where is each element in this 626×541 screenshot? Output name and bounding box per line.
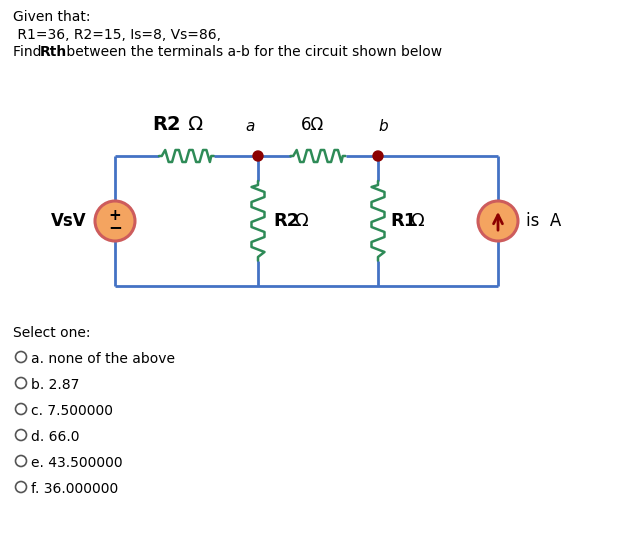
Circle shape	[16, 456, 26, 466]
Text: R1: R1	[390, 212, 416, 230]
Text: R1=36, R2=15, Is=8, Vs=86,: R1=36, R2=15, Is=8, Vs=86,	[13, 28, 221, 42]
Text: Ω: Ω	[410, 212, 424, 230]
Text: between the terminals a-b for the circuit shown below: between the terminals a-b for the circui…	[62, 45, 442, 59]
Text: a: a	[245, 119, 255, 134]
Text: b. 2.87: b. 2.87	[31, 378, 80, 392]
Text: Ω: Ω	[294, 212, 307, 230]
Text: Ω: Ω	[183, 115, 203, 134]
Circle shape	[478, 201, 518, 241]
Circle shape	[16, 481, 26, 492]
Circle shape	[16, 404, 26, 414]
Circle shape	[16, 430, 26, 440]
Text: Rth: Rth	[40, 45, 67, 59]
Text: f. 36.000000: f. 36.000000	[31, 482, 118, 496]
Text: c. 7.500000: c. 7.500000	[31, 404, 113, 418]
Text: Select one:: Select one:	[13, 326, 91, 340]
Text: a. none of the above: a. none of the above	[31, 352, 175, 366]
Circle shape	[16, 352, 26, 362]
Text: is  A: is A	[526, 212, 562, 230]
Circle shape	[373, 151, 383, 161]
Text: +: +	[109, 208, 121, 223]
Text: 6Ω: 6Ω	[301, 116, 325, 134]
Text: VsV: VsV	[51, 212, 87, 230]
Text: Given that:: Given that:	[13, 10, 91, 24]
Circle shape	[95, 201, 135, 241]
Circle shape	[253, 151, 263, 161]
Text: −: −	[108, 218, 122, 236]
Circle shape	[16, 378, 26, 388]
Text: Find: Find	[13, 45, 46, 59]
Text: R2: R2	[152, 115, 180, 134]
Text: e. 43.500000: e. 43.500000	[31, 456, 123, 470]
Text: R2: R2	[273, 212, 299, 230]
Text: d. 66.0: d. 66.0	[31, 430, 80, 444]
Text: b: b	[378, 119, 388, 134]
